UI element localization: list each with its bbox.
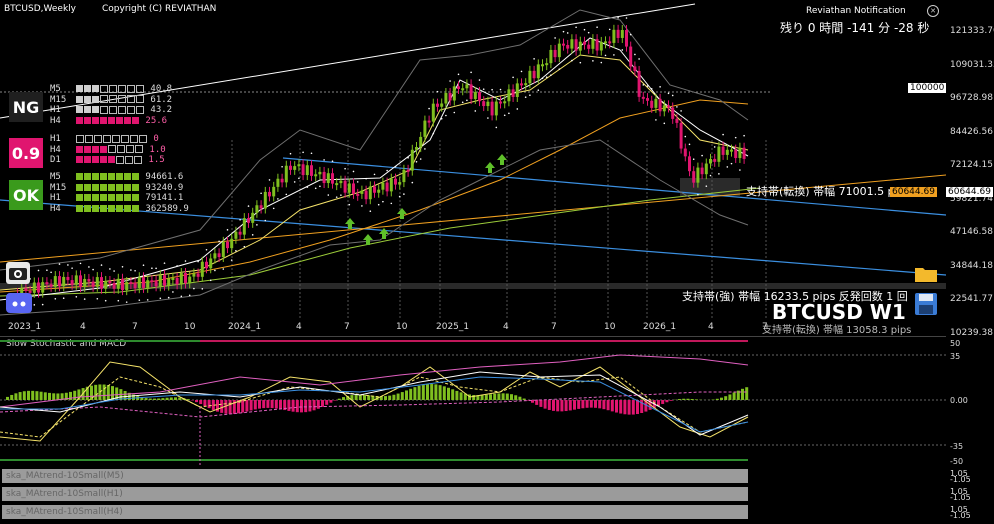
bollinger-lower xyxy=(0,139,749,316)
save-icon[interactable] xyxy=(914,292,938,316)
camera-icon[interactable] xyxy=(6,262,30,284)
notification-icon[interactable]: ✕ xyxy=(927,5,939,17)
time-axis-label: 7 xyxy=(551,322,557,332)
trendline-orange[interactable] xyxy=(0,174,947,263)
status-row: M5 40.8 xyxy=(50,84,173,94)
trendline-white[interactable] xyxy=(0,3,696,119)
ma-trend-window[interactable]: ska_MAtrend-10Small(M5) xyxy=(2,469,748,483)
current-price-tag: 60644.69 xyxy=(946,187,993,197)
price-axis-label: 22541.77 xyxy=(950,294,993,304)
ma-trend-label: ska_MAtrend-10Small(M5) xyxy=(6,471,124,481)
ma-white xyxy=(0,37,749,301)
ma-trend-label: ska_MAtrend-10Small(H4) xyxy=(6,507,123,517)
ma-trend-window[interactable]: ska_MAtrend-10Small(H1) xyxy=(2,487,748,501)
time-axis-label: 4 xyxy=(296,322,302,332)
price-axis-label: 121333.76 xyxy=(950,26,994,36)
stoch-axis-label: -50 xyxy=(950,457,964,466)
price-axis-label: 59821.74 xyxy=(950,193,993,204)
status-row: M15 93240.9 xyxy=(50,182,184,193)
support-strong-label: 支持帯(強) 帯幅 16233.5 pips 反発回数 1 回 xyxy=(682,290,908,303)
countdown-timer: 残り 0 時間 -141 分 -28 秒 xyxy=(780,21,930,35)
price-axis-label: 84426.56 xyxy=(950,126,993,137)
time-axis-label: 10 xyxy=(184,322,196,332)
status-row: H1 43.2 xyxy=(50,105,173,115)
price-axis-label: 47146.58 xyxy=(950,227,993,237)
price-axis-label: 10239.38 xyxy=(950,327,993,338)
trendline-blue-lower[interactable] xyxy=(0,199,947,276)
notification-label: Reviathan Notification xyxy=(806,6,906,16)
ma-trend-axis-label: -1.05 xyxy=(950,493,971,502)
status-row: H4 1.0 xyxy=(50,144,166,155)
status-row: H1 0 xyxy=(50,134,159,144)
level-tag-100000: 100000 xyxy=(908,83,947,93)
level-tag-orange: 60644.69 xyxy=(890,187,937,197)
time-axis-label: 2023_1 xyxy=(8,322,42,332)
time-axis-label: 2026_1 xyxy=(643,322,677,332)
price-chart[interactable] xyxy=(0,0,947,335)
time-axis-label: 4 xyxy=(503,322,509,332)
time-axis-label: 7 xyxy=(762,322,768,332)
folder-icon[interactable] xyxy=(914,265,938,283)
time-axis-label: 7 xyxy=(132,322,138,332)
ma-trend-axis-label: 1.05 xyxy=(950,505,968,514)
status-row: M15 61.2 xyxy=(50,94,173,105)
buy-arrow-icon xyxy=(363,234,373,245)
status-row: H4 362589.9 xyxy=(50,203,189,214)
symbol-title: BTCUSD,Weekly xyxy=(4,4,77,14)
stoch-axis-label: -35 xyxy=(950,442,964,451)
time-axis-label: 4 xyxy=(708,322,714,332)
status-row: M5 94661.6 xyxy=(50,172,184,182)
price-axis[interactable] xyxy=(946,0,994,524)
price-axis-label: 72124.15 xyxy=(950,160,993,170)
status-row: H1 79141.1 xyxy=(50,193,184,203)
stoch-axis-label: 50 xyxy=(950,339,961,348)
price-axis-label: 34844.18 xyxy=(950,260,993,271)
ma-short-yellow xyxy=(0,54,749,291)
time-axis-label: 2025_1 xyxy=(436,322,470,332)
ma-trend-axis-label: 1.05 xyxy=(950,469,968,478)
stoch-axis-label: 35 xyxy=(950,352,961,361)
ma-long-green xyxy=(0,187,761,297)
subwindow-divider xyxy=(0,336,946,337)
candlesticks xyxy=(16,17,746,312)
ma-trend-axis-label: 1.05 xyxy=(950,487,968,496)
status-badge: NG xyxy=(9,92,43,122)
support-turn-label: 支持帯(転換) 帯幅 71001.5 pips xyxy=(746,185,911,198)
discord-icon[interactable] xyxy=(6,293,32,313)
buy-arrow-icon xyxy=(345,218,355,229)
time-axis-label: 10 xyxy=(396,322,408,332)
subwindow-title: Slow Stochastic and MACD xyxy=(6,339,127,349)
price-axis-label: 109031.35 xyxy=(950,59,994,70)
buy-arrow-icon xyxy=(497,154,507,165)
time-axis-label: 2024_1 xyxy=(228,322,262,332)
time-axis-label: 10 xyxy=(604,322,616,332)
ma-trend-axis-label: -1.05 xyxy=(950,475,971,484)
buy-arrows xyxy=(345,154,507,245)
stoch-macd-canvas[interactable] xyxy=(0,337,946,465)
buy-arrow-icon xyxy=(485,162,495,173)
support-turn-label-2: 支持帯(転換) 帯幅 13058.3 pips xyxy=(762,325,912,336)
stoch-axis-label: 0.00 xyxy=(950,396,968,405)
time-axis-label: 7 xyxy=(344,322,350,332)
buy-arrow-icon xyxy=(379,228,389,239)
status-badge: OK xyxy=(9,180,43,210)
ma-trend-label: ska_MAtrend-10Small(H1) xyxy=(6,489,123,499)
status-row: H4 25.6 xyxy=(50,115,168,126)
price-chart-canvas[interactable] xyxy=(0,0,947,335)
price-axis-label: 96728.98 xyxy=(950,93,993,103)
vertical-grid xyxy=(231,140,767,318)
time-axis-label: 4 xyxy=(80,322,86,332)
symbol-watermark: BTCUSD W1 xyxy=(772,300,906,324)
ma-trend-window[interactable]: ska_MAtrend-10Small(H4) xyxy=(2,505,748,519)
ma-trend-axis-label: -1.05 xyxy=(950,511,971,520)
bollinger-upper xyxy=(0,9,749,271)
buy-arrow-icon xyxy=(397,208,407,219)
status-badge: 0.9 xyxy=(9,138,43,168)
status-row: D1 1.5 xyxy=(50,155,165,165)
range-band xyxy=(0,283,946,289)
copyright-text: Copyright (C) REVIATHAN xyxy=(102,4,217,14)
